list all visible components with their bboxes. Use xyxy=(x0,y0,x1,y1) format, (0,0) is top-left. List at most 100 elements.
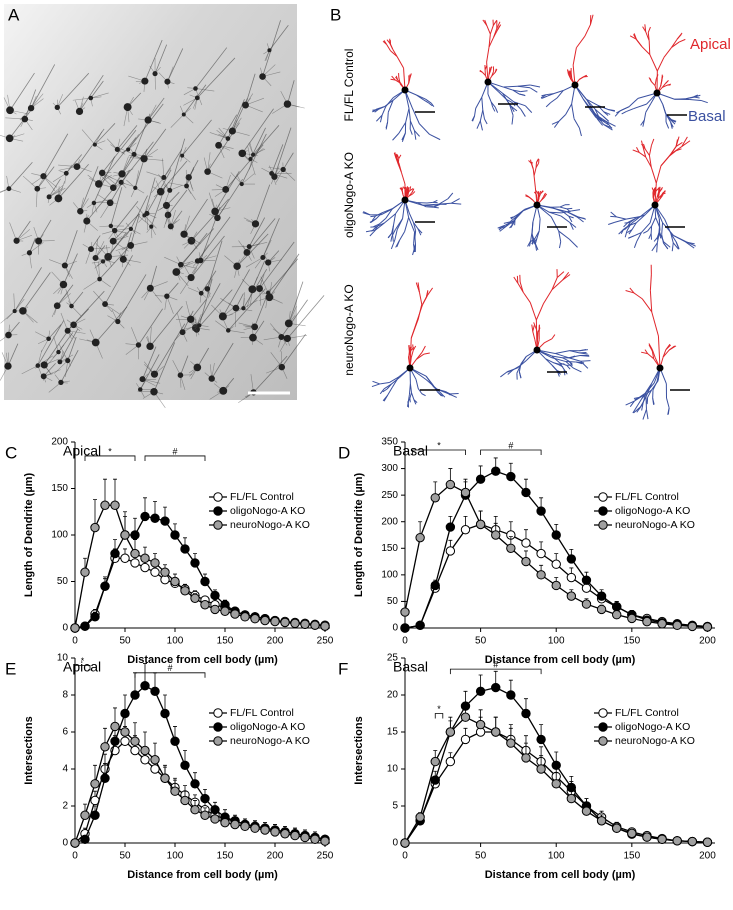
data-point xyxy=(190,558,200,568)
dendrite xyxy=(48,184,64,198)
neurite xyxy=(531,164,534,170)
neurite xyxy=(400,172,406,185)
neurite xyxy=(662,191,664,196)
dendrite xyxy=(99,244,132,280)
significance-mark: # xyxy=(508,440,513,450)
dendrite xyxy=(16,220,31,241)
legend-marker xyxy=(213,722,223,732)
dendrite xyxy=(130,195,148,230)
data-point xyxy=(581,806,592,816)
data-point xyxy=(230,819,240,830)
neurite xyxy=(626,108,634,113)
neurite xyxy=(678,38,686,43)
neurite xyxy=(392,133,400,141)
dendrite xyxy=(183,114,194,124)
dendrite xyxy=(230,172,242,185)
neurite xyxy=(391,376,400,388)
neurite xyxy=(559,206,568,210)
neurite xyxy=(391,75,396,81)
neurite xyxy=(379,114,383,123)
data-point xyxy=(160,708,170,719)
neurite xyxy=(391,234,394,242)
soma xyxy=(251,323,259,331)
dendrite xyxy=(180,228,215,265)
neurite xyxy=(535,194,538,199)
neurite xyxy=(627,229,633,234)
neurite xyxy=(673,235,687,243)
neurite xyxy=(551,277,558,290)
dendrite xyxy=(58,343,69,361)
soma xyxy=(246,244,252,250)
data-point xyxy=(612,602,622,612)
neurite xyxy=(404,217,410,232)
neurite xyxy=(648,77,652,82)
neurite xyxy=(479,69,483,73)
neurite xyxy=(429,133,441,141)
neurite xyxy=(492,106,496,112)
data-point xyxy=(180,544,190,554)
data-point xyxy=(90,779,100,789)
neurite xyxy=(562,357,570,362)
dendrite xyxy=(166,296,174,314)
neurite xyxy=(417,388,423,395)
neurite xyxy=(488,33,491,48)
dendrite xyxy=(112,213,140,242)
neurite xyxy=(555,350,570,354)
neurite xyxy=(674,98,686,100)
data-point xyxy=(687,621,698,632)
dendrite xyxy=(109,169,130,203)
data-point xyxy=(581,599,592,609)
x-tick-label: 0 xyxy=(402,636,408,647)
data-point xyxy=(491,466,501,476)
neurite xyxy=(656,191,660,198)
y-tick-label: 350 xyxy=(381,437,398,448)
data-point xyxy=(90,612,100,622)
dendrite xyxy=(146,169,172,214)
neurite xyxy=(407,191,410,196)
x-tick-label: 200 xyxy=(267,851,284,862)
data-point xyxy=(551,559,561,569)
dendrite xyxy=(149,265,158,289)
neurite xyxy=(384,99,394,108)
neurite xyxy=(370,218,377,224)
dendrite xyxy=(241,173,255,185)
neurite xyxy=(517,85,531,89)
neurite xyxy=(417,228,422,236)
legend-marker xyxy=(213,708,223,718)
soma xyxy=(149,224,154,229)
neurite xyxy=(645,31,650,41)
significance-bracket xyxy=(144,455,206,461)
chart-title: Basal xyxy=(393,659,428,675)
neurite xyxy=(387,100,394,113)
legend-label: FL/FL Control xyxy=(230,491,294,503)
neurite xyxy=(500,371,508,378)
neurite xyxy=(550,97,558,104)
dendrite xyxy=(14,267,42,312)
neurite xyxy=(675,148,682,152)
data-point xyxy=(430,493,440,503)
neurite xyxy=(499,226,507,232)
data-point xyxy=(536,506,546,516)
neurite xyxy=(488,37,495,48)
x-tick-label: 150 xyxy=(623,851,640,862)
dendrite xyxy=(190,299,207,320)
dendrite xyxy=(83,278,100,290)
data-point xyxy=(445,479,456,490)
dendrite xyxy=(227,288,266,331)
y-axis-title: Intersections xyxy=(353,716,365,784)
dendrite xyxy=(93,261,100,280)
neurite xyxy=(509,104,514,116)
neurite xyxy=(642,409,647,420)
neurite xyxy=(651,380,659,391)
neurite xyxy=(394,79,402,84)
y-tick-label: 0 xyxy=(62,838,68,849)
dendrite xyxy=(287,80,295,105)
neurite xyxy=(451,202,462,205)
neurite xyxy=(632,405,639,414)
soma xyxy=(249,333,257,342)
neurite xyxy=(665,79,669,84)
neurite xyxy=(513,213,519,218)
data-point xyxy=(170,576,180,587)
y-tick-label: 5 xyxy=(392,801,398,812)
dendrite xyxy=(60,312,68,331)
